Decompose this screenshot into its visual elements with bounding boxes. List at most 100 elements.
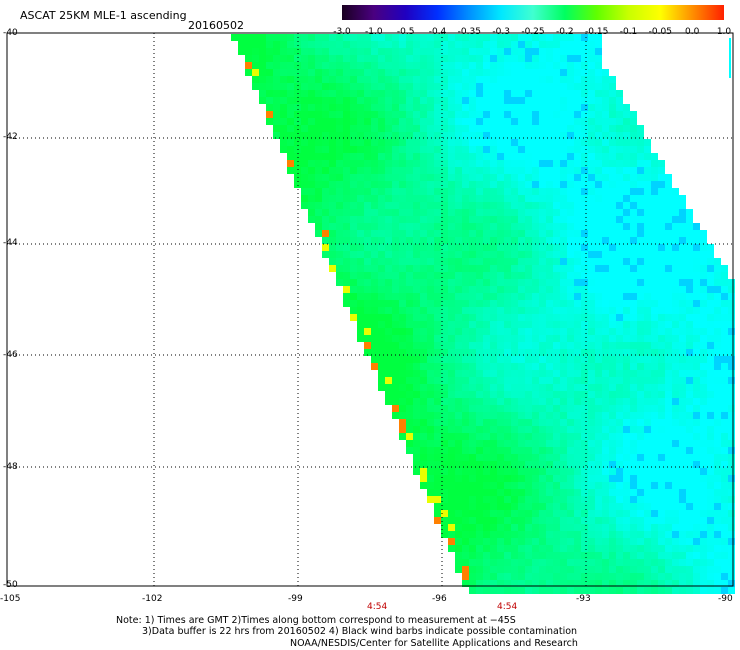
- swath-cell: [518, 258, 525, 265]
- swath-cell: [455, 195, 462, 202]
- swath-cell: [532, 132, 539, 139]
- swath-cell: [413, 293, 420, 300]
- swath-cell: [287, 62, 294, 69]
- swath-cell: [644, 545, 651, 552]
- swath-cell: [518, 34, 525, 41]
- swath-cell: [350, 181, 357, 188]
- swath-cell: [574, 538, 581, 545]
- swath-cell: [504, 538, 511, 545]
- swath-cell: [574, 489, 581, 496]
- swath-cell: [497, 265, 504, 272]
- swath-cell: [560, 398, 567, 405]
- swath-cell: [567, 559, 574, 566]
- swath-cell: [658, 209, 665, 216]
- swath-cell: [637, 412, 644, 419]
- swath-cell: [413, 405, 420, 412]
- swath-cell: [427, 335, 434, 342]
- swath-cell: [630, 195, 637, 202]
- swath-cell: [609, 503, 616, 510]
- swath-cell: [434, 398, 441, 405]
- swath-cell: [721, 363, 728, 370]
- swath-cell: [406, 300, 413, 307]
- swath-cell: [413, 160, 420, 167]
- swath-cell: [616, 125, 623, 132]
- swath-cell: [399, 167, 406, 174]
- swath-cell: [532, 41, 539, 48]
- swath-cell: [665, 433, 672, 440]
- swath-cell: [399, 314, 406, 321]
- swath-cell: [588, 391, 595, 398]
- swath-cell: [490, 573, 497, 580]
- swath-cell: [413, 426, 420, 433]
- swath-cell: [602, 461, 609, 468]
- swath-cell: [595, 524, 602, 531]
- swath-cell: [413, 146, 420, 153]
- swath-cell: [553, 223, 560, 230]
- swath-cell: [560, 195, 567, 202]
- swath-cell: [588, 209, 595, 216]
- swath-cell: [441, 279, 448, 286]
- swath-cell: [567, 174, 574, 181]
- swath-cell: [406, 160, 413, 167]
- swath-cell: [595, 517, 602, 524]
- swath-cell: [441, 48, 448, 55]
- swath-cell: [441, 111, 448, 118]
- swath-cell: [448, 321, 455, 328]
- swath-cell: [483, 48, 490, 55]
- swath-cell: [357, 146, 364, 153]
- swath-cell: [322, 48, 329, 55]
- swath-cell: [553, 160, 560, 167]
- swath-cell: [441, 468, 448, 475]
- swath-cell: [602, 328, 609, 335]
- swath-cell: [567, 216, 574, 223]
- swath-cell: [378, 132, 385, 139]
- swath-cell: [399, 83, 406, 90]
- swath-cell: [672, 342, 679, 349]
- swath-cell: [385, 300, 392, 307]
- swath-cell: [630, 475, 637, 482]
- swath-cell: [672, 517, 679, 524]
- swath-cell: [700, 356, 707, 363]
- swath-cell: [637, 342, 644, 349]
- swath-cell: [483, 468, 490, 475]
- swath-cell: [469, 139, 476, 146]
- swath-cell: [469, 209, 476, 216]
- swath-cell: [399, 412, 406, 419]
- swath-cell: [539, 580, 546, 587]
- swath-cell: [630, 412, 637, 419]
- swath-cell: [567, 55, 574, 62]
- swath-cell: [658, 391, 665, 398]
- swath-cell: [539, 370, 546, 377]
- swath-cell: [560, 307, 567, 314]
- swath-cell: [427, 279, 434, 286]
- swath-cell: [532, 160, 539, 167]
- swath-cell: [588, 195, 595, 202]
- swath-cell: [665, 230, 672, 237]
- swath-cell: [420, 181, 427, 188]
- time-label-2: 4:54: [497, 602, 518, 612]
- swath-cell: [371, 41, 378, 48]
- swath-cell: [525, 573, 532, 580]
- swath-cell: [672, 335, 679, 342]
- swath-cell: [658, 307, 665, 314]
- swath-cell: [728, 384, 735, 391]
- swath-cell: [616, 293, 623, 300]
- swath-cell: [371, 125, 378, 132]
- swath-cell: [609, 111, 616, 118]
- swath-cell: [623, 440, 630, 447]
- swath-cell: [385, 41, 392, 48]
- swath-cell: [546, 48, 553, 55]
- swath-cell: [644, 146, 651, 153]
- swath-cell: [413, 181, 420, 188]
- swath-cell: [462, 48, 469, 55]
- swath-cell: [672, 510, 679, 517]
- swath-cell: [371, 349, 378, 356]
- swath-cell: [644, 342, 651, 349]
- swath-cell: [686, 538, 693, 545]
- swath-cell: [644, 468, 651, 475]
- swath-cell: [693, 468, 700, 475]
- swath-cell: [595, 321, 602, 328]
- colorbar-segment: [665, 5, 694, 20]
- swath-cell: [392, 125, 399, 132]
- swath-cell: [616, 489, 623, 496]
